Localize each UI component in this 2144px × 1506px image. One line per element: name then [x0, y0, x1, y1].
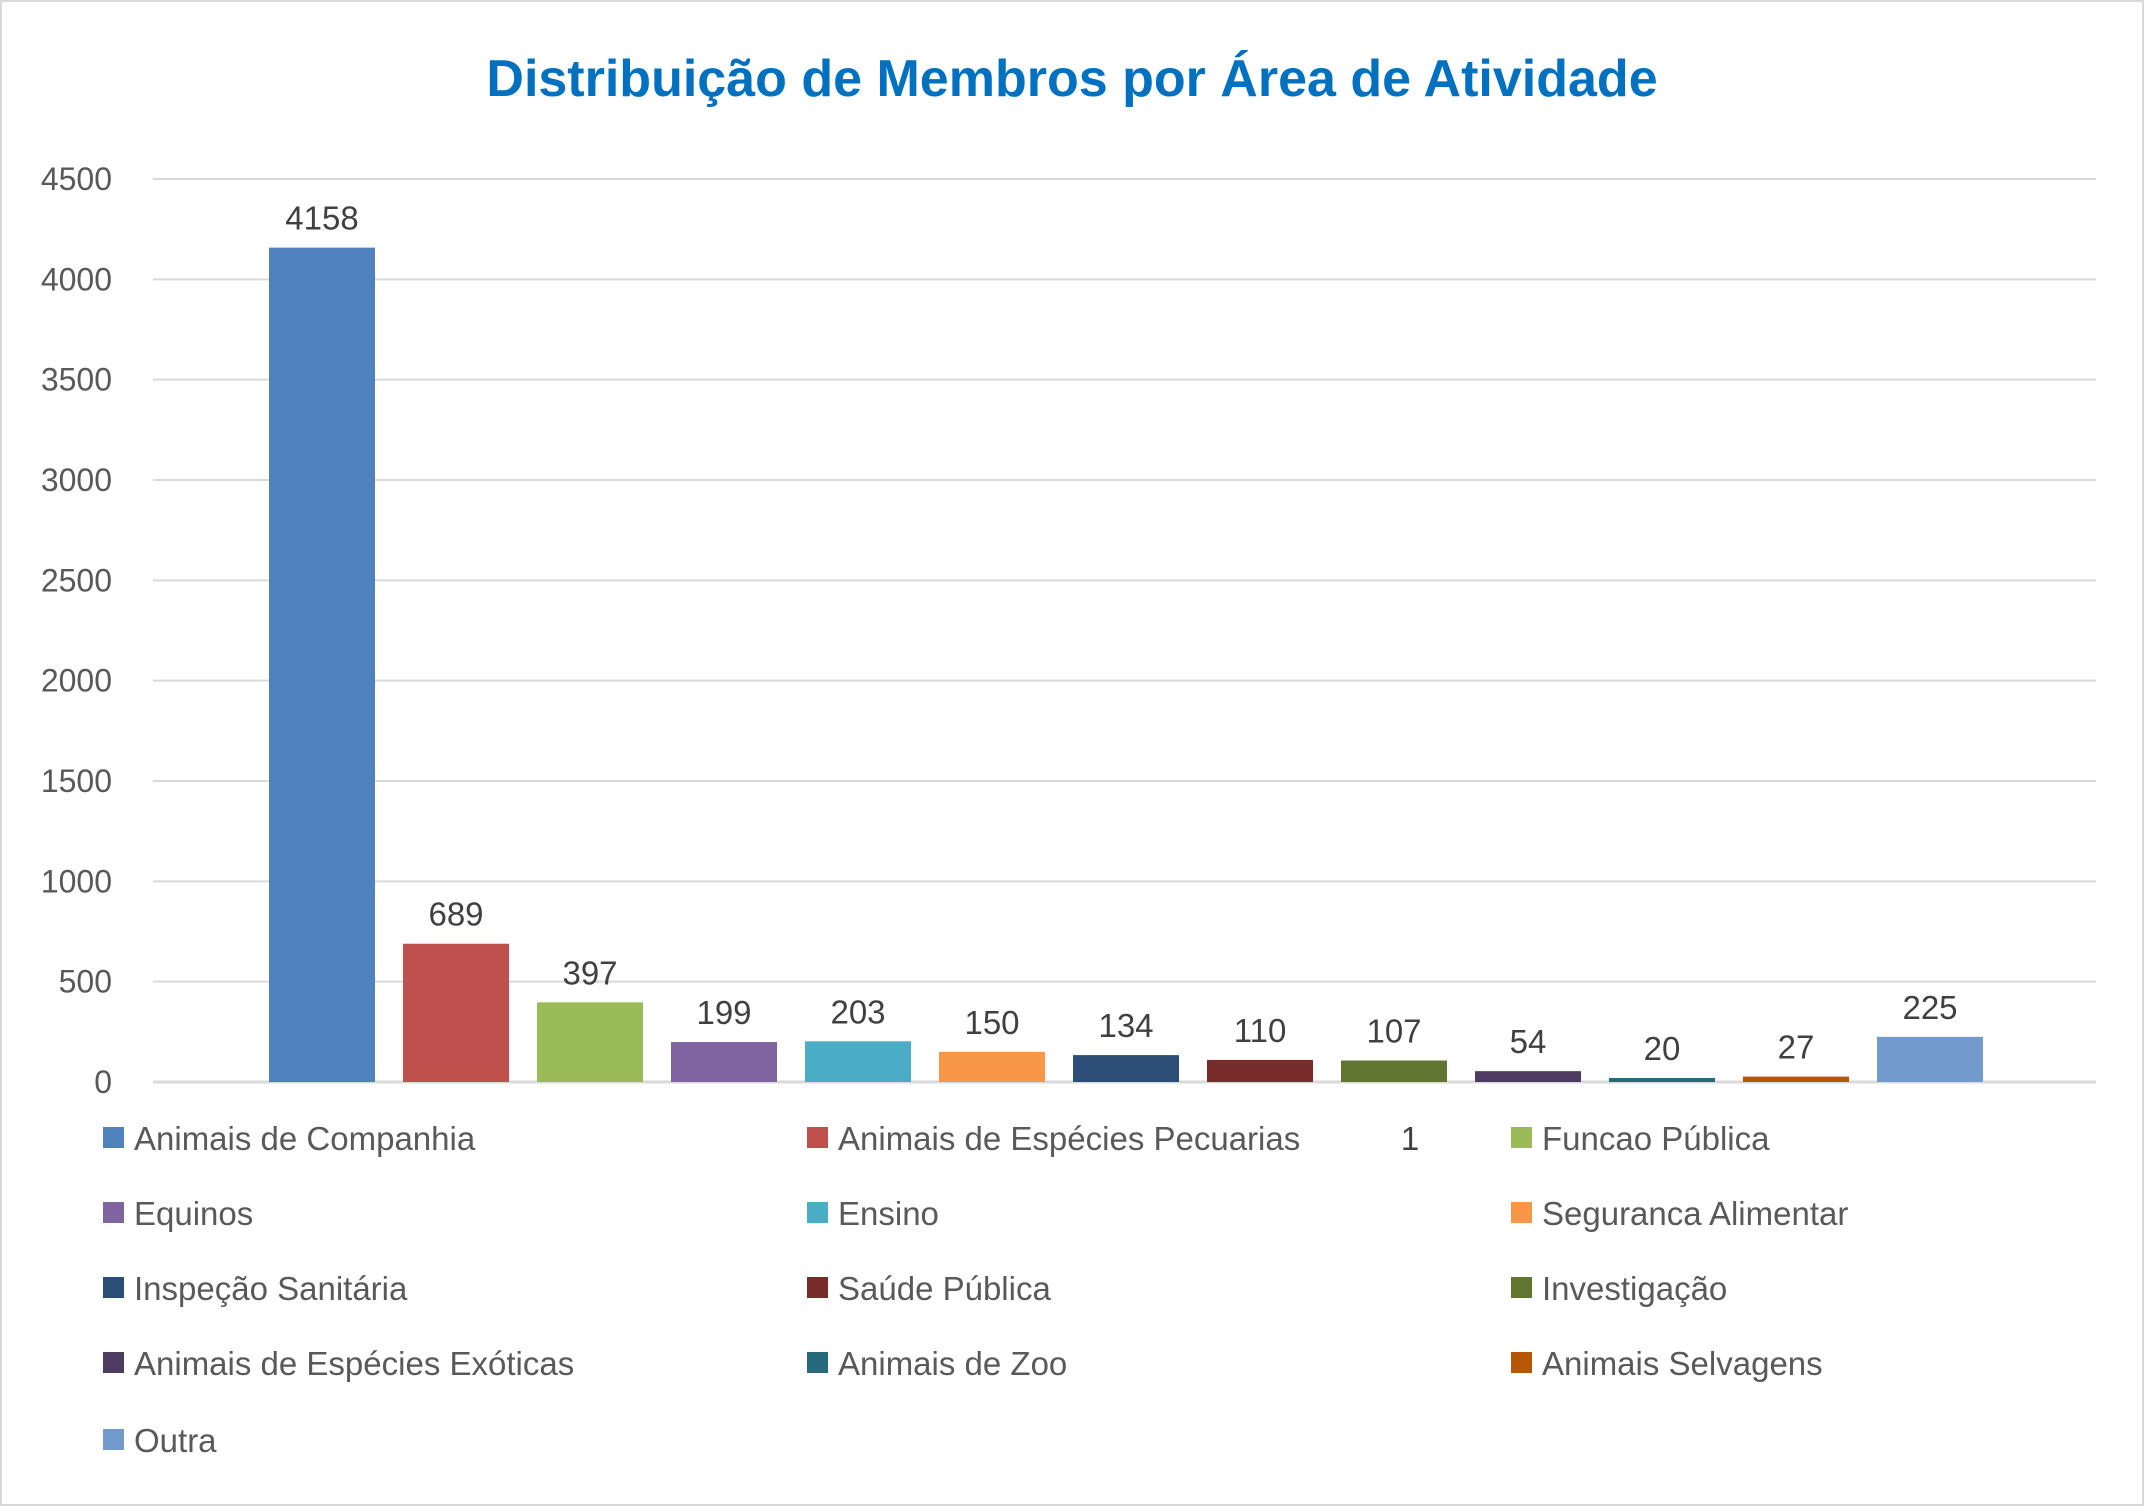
legend: Animais de Companhia Animais de Espécies … — [103, 1120, 1848, 1459]
legend-swatch — [1511, 1202, 1532, 1223]
data-label: 134 — [1098, 1007, 1153, 1044]
data-label: 203 — [830, 993, 885, 1030]
y-tick-label: 1500 — [41, 763, 112, 799]
legend-item: Animais de Espécies Exóticas — [103, 1345, 574, 1382]
legend-swatch — [807, 1127, 828, 1148]
bar-5 — [939, 1051, 1045, 1082]
legend-item: Animais de Espécies Pecuarias — [807, 1120, 1300, 1157]
legend-label: Animais de Companhia — [134, 1120, 476, 1157]
data-label: 20 — [1644, 1030, 1681, 1067]
data-label: 27 — [1778, 1029, 1815, 1066]
legend-item: Ensino — [807, 1195, 939, 1232]
legend-item: Outra — [103, 1422, 217, 1459]
legend-item: Investigação — [1511, 1270, 1727, 1307]
legend-label: Funcao Pública — [1542, 1120, 1770, 1157]
legend-item: Animais de Companhia — [103, 1120, 476, 1157]
legend-item: Equinos — [103, 1195, 253, 1232]
legend-swatch — [103, 1352, 124, 1373]
data-label: 110 — [1234, 1012, 1287, 1049]
data-label: 225 — [1902, 989, 1957, 1026]
y-tick-label: 4500 — [41, 161, 112, 197]
legend-swatch — [807, 1277, 828, 1298]
legend-swatch — [807, 1202, 828, 1223]
legend-swatch — [103, 1277, 124, 1298]
data-label: 54 — [1510, 1023, 1547, 1060]
bar-4 — [805, 1041, 911, 1082]
legend-label: Animais de Zoo — [838, 1345, 1067, 1382]
legend-label: Animais de Espécies Exóticas — [134, 1345, 574, 1382]
bar-0 — [269, 247, 375, 1083]
bar-8 — [1341, 1060, 1447, 1082]
legend-label: Animais de Espécies Pecuarias — [838, 1120, 1300, 1157]
legend-swatch — [1511, 1277, 1532, 1298]
legend-label: Outra — [134, 1422, 217, 1459]
legend-label: Equinos — [134, 1195, 253, 1232]
legend-swatch — [103, 1127, 124, 1148]
y-tick-label: 1000 — [41, 863, 112, 899]
y-tick-label: 2500 — [41, 562, 112, 598]
legend-swatch — [1511, 1127, 1532, 1148]
bars — [269, 247, 1983, 1083]
bar-9 — [1475, 1071, 1581, 1082]
legend-label: Ensino — [838, 1195, 939, 1232]
data-label: 150 — [964, 1004, 1019, 1041]
y-tick-label: 4000 — [41, 261, 112, 297]
y-tick-label: 2000 — [41, 663, 112, 699]
legend-label: Animais Selvagens — [1542, 1345, 1823, 1382]
legend-swatch — [103, 1202, 124, 1223]
y-tick-label: 0 — [94, 1064, 112, 1100]
data-label: 397 — [562, 954, 617, 991]
legend-swatch — [103, 1429, 124, 1450]
bar-3 — [671, 1042, 777, 1082]
y-tick-label: 3500 — [41, 362, 112, 398]
bar-2 — [537, 1002, 643, 1082]
bar-12 — [1877, 1036, 1983, 1082]
legend-label: Saúde Pública — [838, 1270, 1051, 1307]
legend-item: Animais Selvagens — [1511, 1345, 1823, 1382]
legend-label: Investigação — [1542, 1270, 1727, 1307]
y-axis: 0 500 1000 1500 2000 2500 3000 3500 4000 4500 — [41, 161, 112, 1100]
bar-10 — [1609, 1077, 1715, 1082]
legend-item: Saúde Pública — [807, 1270, 1051, 1307]
bar-6 — [1073, 1055, 1179, 1082]
legend-item: Inspeção Sanitária — [103, 1270, 408, 1307]
legend-swatch — [807, 1352, 828, 1373]
data-labels: 4158 689 397 199 203 150 134 110 107 54 20 27 225 — [285, 200, 1957, 1067]
legend-label: Inspeção Sanitária — [134, 1270, 408, 1307]
y-tick-label: 3000 — [41, 462, 112, 498]
data-label: 4158 — [285, 200, 358, 237]
legend-item: Seguranca Alimentar — [1511, 1195, 1848, 1232]
bar-1 — [403, 943, 509, 1082]
y-tick-label: 500 — [59, 964, 112, 1000]
data-label: 689 — [428, 896, 483, 933]
stray-data-label: 1 — [1401, 1120, 1419, 1157]
data-label: 107 — [1366, 1013, 1421, 1050]
legend-label: Seguranca Alimentar — [1542, 1195, 1848, 1232]
legend-item: Animais de Zoo — [807, 1345, 1067, 1382]
data-label: 199 — [696, 994, 751, 1031]
legend-swatch — [1511, 1352, 1532, 1373]
bar-7 — [1207, 1059, 1313, 1082]
chart-title: Distribuição de Membros por Área de Ativ… — [486, 50, 1657, 108]
bar-11 — [1743, 1076, 1849, 1082]
legend-item: Funcao Pública — [1511, 1120, 1770, 1157]
